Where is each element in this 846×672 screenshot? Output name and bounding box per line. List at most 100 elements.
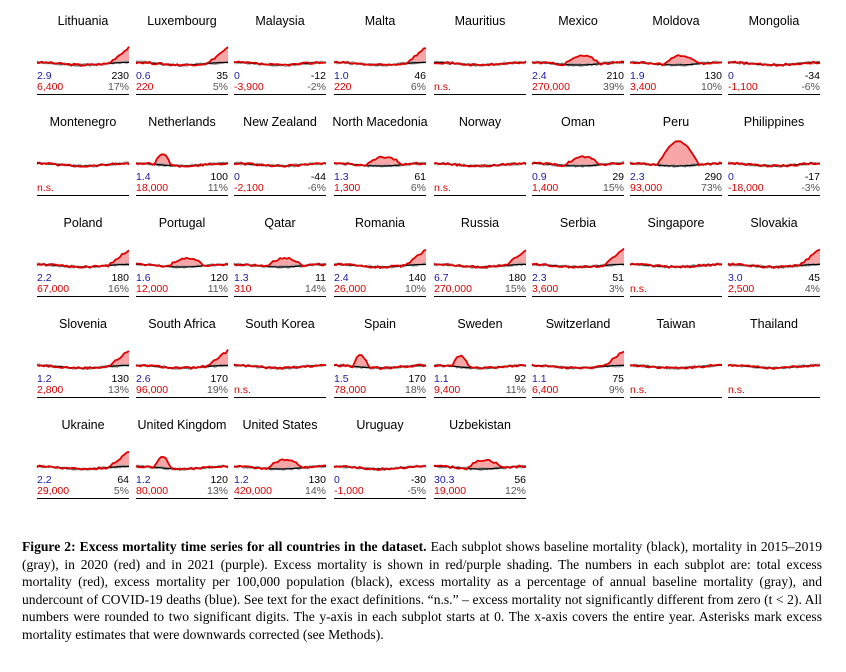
mortality-chart (629, 363, 723, 371)
country-title: Taiwan (656, 317, 696, 331)
undercount-value: 2.9 (37, 70, 52, 82)
total-excess-value: -2,100 (234, 182, 264, 194)
total-excess-value: 310 (234, 283, 252, 295)
mortality-chart (531, 350, 625, 370)
excess-fill (532, 156, 624, 166)
undercount-value: 1.6 (136, 272, 151, 284)
country-panel: Montenegro n.s. (36, 115, 130, 211)
excess-fill (234, 257, 326, 267)
x-axis-line (630, 296, 722, 297)
country-panel: Uzbekistan 30.3 56 19,000 12% (433, 418, 527, 514)
per-100k-value: -44 (310, 171, 326, 183)
per-100k-value: 61 (414, 171, 426, 183)
country-title: Slovakia (750, 216, 798, 230)
mortality-chart (433, 458, 527, 471)
x-axis-line (532, 94, 624, 95)
mortality-chart (36, 350, 130, 371)
country-title: Ukraine (61, 418, 105, 432)
x-axis-line (136, 296, 228, 297)
total-excess-value: 270,000 (532, 81, 570, 93)
country-title: South Africa (148, 317, 216, 331)
undercount-value: 1.2 (234, 474, 249, 486)
mortality-chart (36, 161, 130, 168)
mortality-chart (433, 60, 527, 68)
mortality-chart (531, 247, 625, 270)
x-axis-line (234, 296, 326, 297)
x-axis-line (630, 94, 722, 95)
country-panel: Netherlands 1.4 100 18,000 11% (135, 115, 229, 211)
total-excess-value: n.s. (234, 384, 251, 396)
mortality-2020-line (333, 464, 427, 471)
small-multiples-grid: Lithuania 2.9 230 6,400 17% Luxembourg 0.6 35 22… (36, 14, 821, 514)
per-100k-value: 140 (408, 272, 426, 284)
undercount-value: 0 (234, 171, 240, 183)
mortality-2020-line (135, 153, 229, 168)
total-excess-value: -1,100 (728, 81, 758, 93)
excess-fill (532, 55, 624, 65)
total-excess-value: 2,500 (728, 283, 755, 295)
mortality-chart (135, 46, 229, 68)
country-panel: Romania 2.4 140 26,000 10% (333, 216, 427, 312)
country-panel: United States 1.2 130 420,000 14% (233, 418, 327, 514)
excess-fill (630, 141, 722, 166)
mortality-2020-line (531, 247, 625, 269)
percent-value: 6% (410, 81, 426, 93)
mortality-2020-line (433, 60, 527, 67)
percent-value: 3% (608, 283, 624, 295)
mortality-chart (333, 464, 427, 471)
mortality-chart (233, 60, 327, 67)
excess-fill (136, 257, 228, 267)
per-100k-value: 120 (210, 474, 228, 486)
undercount-value: 1.3 (334, 171, 349, 183)
country-panel: Slovenia 1.2 130 2,800 13% (36, 317, 130, 413)
mortality-chart (629, 140, 723, 169)
per-100k-value: 290 (704, 171, 722, 183)
country-panel: Switzerland 1.1 75 6,400 9% (531, 317, 625, 413)
country-title: Mauritius (454, 14, 506, 28)
mortality-2020-line (334, 248, 427, 269)
x-axis-line (234, 498, 326, 499)
percent-value: -2% (307, 81, 326, 93)
undercount-value: 2.4 (532, 70, 547, 82)
excess-fill (234, 459, 326, 469)
x-axis-line (630, 397, 722, 398)
percent-value: 10% (404, 283, 426, 295)
country-panel: Spain 1.5 170 78,000 18% (333, 317, 427, 413)
country-title: Qatar (264, 216, 296, 230)
country-panel: Mauritius n.s. (433, 14, 527, 110)
mortality-2020-line (135, 349, 229, 370)
country-title: Uruguay (356, 418, 404, 432)
mortality-2020-line (234, 458, 327, 471)
mortality-chart (233, 363, 327, 371)
total-excess-value: 12,000 (136, 283, 169, 295)
country-panel: Qatar 1.3 11 310 14% (233, 216, 327, 312)
per-100k-value: 64 (117, 474, 129, 486)
mortality-chart (333, 354, 427, 371)
x-axis-line (334, 94, 426, 95)
x-axis-line (234, 397, 326, 398)
total-excess-value: -1,000 (334, 485, 364, 497)
total-excess-value: 93,000 (630, 182, 663, 194)
country-panel: Uruguay 0 -30 -1,000 -5% (333, 418, 427, 514)
country-title: Singapore (647, 216, 705, 230)
percent-value: 5% (113, 485, 129, 497)
country-panel: Peru 2.3 290 93,000 73% (629, 115, 723, 211)
x-axis-line (434, 498, 526, 499)
total-excess-value: 26,000 (334, 283, 367, 295)
mortality-chart (727, 161, 821, 169)
x-axis-line (234, 195, 326, 196)
mortality-chart (727, 248, 821, 270)
percent-value: 11% (505, 384, 526, 396)
percent-value: 39% (602, 81, 624, 93)
country-panel: Russia 6.7 180 270,000 15% (433, 216, 527, 312)
country-panel: Ukraine 2.2 64 29,000 5% (36, 418, 130, 514)
country-title: Luxembourg (147, 14, 217, 28)
percent-value: -6% (801, 81, 820, 93)
mortality-chart (333, 248, 427, 269)
total-excess-value: 420,000 (234, 485, 272, 497)
mortality-2020-line (727, 363, 821, 370)
x-axis-line (334, 296, 426, 297)
country-title: New Zealand (243, 115, 317, 129)
country-panel: Taiwan n.s. (629, 317, 723, 413)
mortality-chart (36, 46, 130, 68)
